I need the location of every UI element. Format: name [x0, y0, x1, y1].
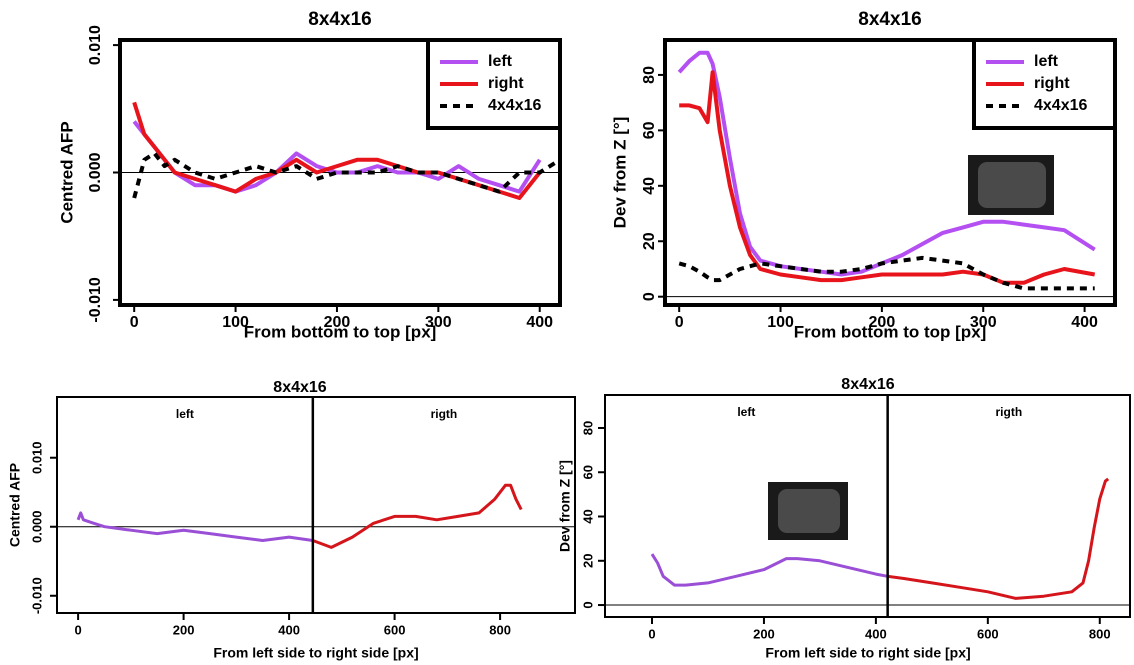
- legend-label: 4x4x16: [1034, 97, 1087, 114]
- y-tick-label: 60: [641, 121, 658, 139]
- series-line: [678, 255, 1095, 291]
- region-label: rigth: [431, 407, 458, 421]
- series-line: [887, 477, 1110, 600]
- y-tick-label: 40: [580, 509, 595, 523]
- y-tick-label: 80: [641, 66, 658, 84]
- x-tick-label: 200: [173, 622, 195, 637]
- series-line: [679, 70, 1096, 285]
- x-tick-label: 0: [74, 622, 81, 637]
- y-tick-label: -0.010: [87, 277, 104, 322]
- series-line: [132, 151, 562, 199]
- legend-label: right: [488, 75, 524, 92]
- region-label: rigth: [995, 405, 1022, 419]
- x-tick-label: 600: [384, 622, 406, 637]
- legend-label: left: [488, 53, 513, 70]
- legend-label: right: [1034, 75, 1070, 92]
- series-line: [650, 553, 888, 587]
- series-line: [76, 511, 314, 542]
- x-axis-label: From left side to right side [px]: [765, 645, 970, 661]
- inset-shape: [978, 162, 1046, 208]
- plot-frame: [118, 38, 562, 307]
- x-tick-label: 800: [1089, 626, 1111, 641]
- region-label: left: [176, 407, 194, 421]
- y-axis-label: Centred AFP: [57, 121, 76, 223]
- y-tick-label: 0.000: [29, 510, 44, 543]
- y-tick-label: -0.010: [29, 577, 44, 614]
- y-axis-label: Dev from Z [°]: [610, 117, 629, 229]
- series-line: [132, 101, 542, 200]
- region-label: left: [737, 405, 755, 419]
- x-tick-label: 200: [869, 314, 896, 331]
- x-tick-label: 400: [1071, 314, 1098, 331]
- x-tick-label: 800: [489, 622, 511, 637]
- y-tick-label: 60: [580, 465, 595, 479]
- x-tick-label: 100: [767, 314, 794, 331]
- chart-title: 8x4x16: [273, 379, 326, 396]
- x-axis-label: From bottom to top [px]: [794, 322, 987, 341]
- legend-label: left: [1034, 53, 1059, 70]
- y-axis-label: Centred AFP: [7, 463, 23, 547]
- chart-title: 8x4x16: [841, 376, 894, 393]
- y-tick-label: 40: [641, 177, 658, 195]
- x-tick-label: 300: [970, 314, 997, 331]
- y-tick-label: 0: [580, 601, 595, 608]
- x-tick-label: 400: [526, 314, 553, 331]
- x-tick-label: 600: [977, 626, 999, 641]
- x-tick-label: 0: [648, 626, 655, 641]
- x-axis-label: From bottom to top [px]: [244, 322, 437, 341]
- x-tick-label: 300: [425, 314, 452, 331]
- series-line: [312, 483, 523, 549]
- plot-frame: [56, 396, 576, 614]
- y-tick-label: 20: [641, 232, 658, 250]
- y-tick-label: 80: [580, 421, 595, 435]
- y-tick-label: 0: [641, 292, 658, 301]
- series-line: [132, 120, 542, 194]
- plot-frame: [663, 38, 1117, 307]
- x-tick-label: 0: [130, 314, 139, 331]
- chart-title: 8x4x16: [308, 9, 371, 30]
- x-tick-label: 0: [675, 314, 684, 331]
- x-tick-label: 400: [865, 626, 887, 641]
- plot-frame: [604, 394, 1131, 618]
- x-tick-label: 400: [278, 622, 300, 637]
- x-tick-label: 200: [324, 314, 351, 331]
- y-tick-label: 0.010: [87, 25, 104, 65]
- y-tick-label: 20: [580, 554, 595, 568]
- inset-shape: [778, 489, 840, 533]
- x-tick-label: 200: [753, 626, 775, 641]
- y-tick-label: 0.010: [29, 441, 44, 474]
- x-axis-label: From left side to right side [px]: [213, 645, 418, 661]
- chart-title: 8x4x16: [858, 9, 921, 30]
- x-tick-label: 100: [222, 314, 249, 331]
- y-tick-label: 0.000: [87, 152, 104, 192]
- legend-label: 4x4x16: [488, 97, 541, 114]
- y-axis-label: Dev from Z [°]: [557, 460, 573, 552]
